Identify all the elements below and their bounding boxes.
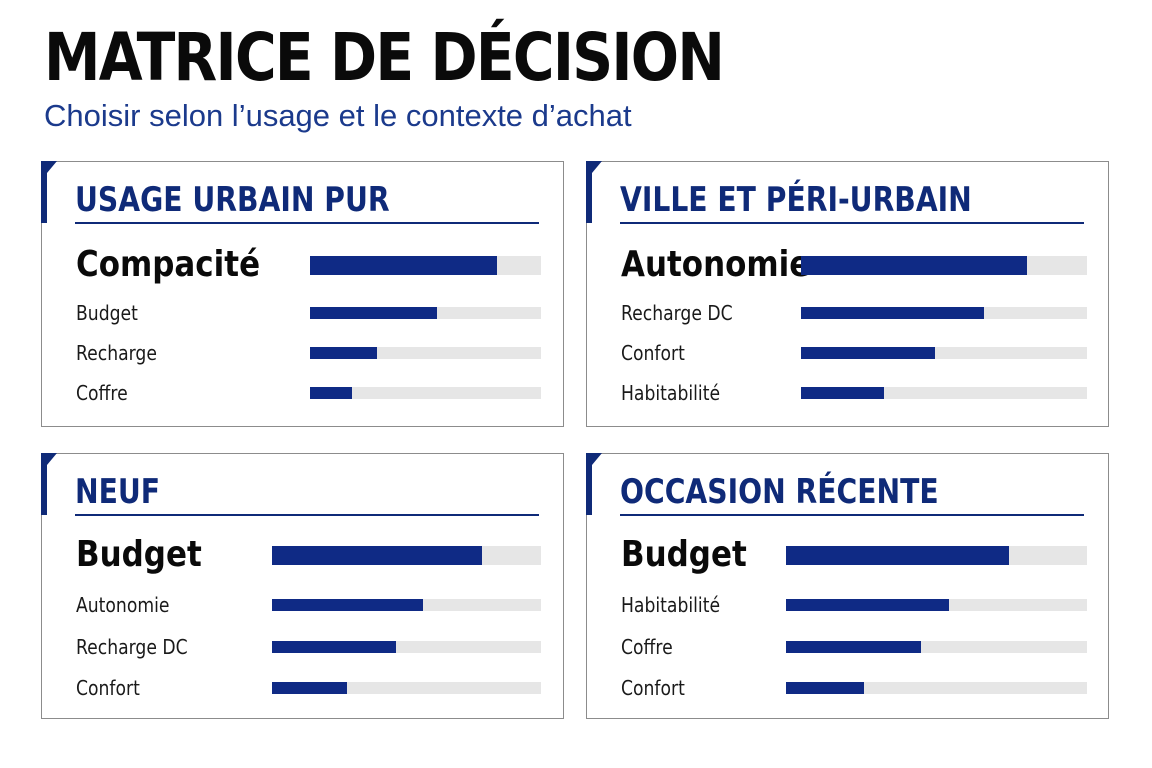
criterion-bar — [786, 641, 922, 653]
panel-title-rule — [620, 514, 1084, 516]
criterion-bar — [272, 641, 396, 653]
criterion-bar — [272, 599, 423, 611]
criterion-label: Budget — [621, 534, 747, 575]
page-subtitle: Choisir selon l’usage et le contexte d’a… — [44, 98, 632, 133]
criterion-bar — [310, 347, 377, 359]
criterion-bar — [310, 307, 438, 319]
criterion-bar-track — [310, 255, 541, 275]
decision-panel: NEUF Budget Autonomie Recharge DC Confort — [41, 453, 564, 719]
criterion-label: Confort — [76, 676, 140, 700]
panel-corner-accent — [41, 453, 57, 515]
criterion-bar-track — [801, 307, 1087, 319]
panel-corner-accent — [586, 453, 602, 515]
criterion-label: Budget — [76, 301, 138, 325]
criterion-bar-track — [272, 641, 541, 653]
criterion-bar — [801, 347, 936, 359]
criterion-bar — [310, 255, 498, 275]
criterion-label: Habitabilité — [621, 381, 721, 405]
criterion-bar — [786, 599, 949, 611]
criterion-label: Habitabilité — [621, 593, 721, 617]
criterion-bar — [801, 387, 884, 399]
panel-title-rule — [620, 222, 1084, 224]
criterion-label: Recharge DC — [621, 301, 733, 325]
criterion-label: Recharge DC — [76, 635, 188, 659]
criterion-bar-track — [786, 682, 1087, 694]
decision-panel: VILLE ET PÉRI-URBAIN Autonomie Recharge DC… — [586, 161, 1109, 427]
criterion-bar-track — [310, 307, 541, 319]
criterion-bar-track — [801, 387, 1087, 399]
criterion-bar — [786, 545, 1009, 565]
criterion-bar — [801, 307, 985, 319]
criterion-bar-track — [786, 641, 1087, 653]
panel-title: OCCASION RÉCENTE — [620, 472, 939, 512]
criterion-label: Coffre — [76, 381, 128, 405]
criterion-bar-track — [786, 545, 1087, 565]
criterion-label: Autonomie — [621, 244, 811, 285]
criterion-bar — [272, 545, 482, 565]
criterion-label: Budget — [76, 534, 202, 575]
criterion-bar-track — [801, 255, 1087, 275]
criterion-bar-track — [310, 387, 541, 399]
criterion-label: Compacité — [76, 244, 261, 285]
criterion-bar — [272, 682, 348, 694]
criterion-label: Recharge — [76, 341, 157, 365]
criterion-label: Confort — [621, 676, 685, 700]
criterion-bar-track — [272, 599, 541, 611]
criterion-bar-track — [786, 599, 1087, 611]
criterion-label: Coffre — [621, 635, 673, 659]
decision-panel: OCCASION RÉCENTE Budget Habitabilité Coffre… — [586, 453, 1109, 719]
panel-corner-accent — [41, 161, 57, 223]
criterion-bar-track — [272, 545, 541, 565]
page-title: MATRICE DE DÉCISION — [44, 19, 725, 96]
criterion-bar — [310, 387, 352, 399]
criterion-label: Confort — [621, 341, 685, 365]
panel-title-rule — [75, 222, 539, 224]
criterion-bar-track — [310, 347, 541, 359]
criterion-bar-track — [801, 347, 1087, 359]
criterion-bar — [786, 682, 865, 694]
panel-corner-accent — [586, 161, 602, 223]
decision-panel: USAGE URBAIN PUR Compacité Budget Recharge C… — [41, 161, 564, 427]
criterion-bar — [801, 255, 1027, 275]
criterion-bar-track — [272, 682, 541, 694]
criterion-label: Autonomie — [76, 593, 170, 617]
panel-title: USAGE URBAIN PUR — [75, 180, 390, 220]
panel-title-rule — [75, 514, 539, 516]
panel-title: VILLE ET PÉRI-URBAIN — [620, 180, 972, 220]
panel-title: NEUF — [75, 472, 161, 512]
